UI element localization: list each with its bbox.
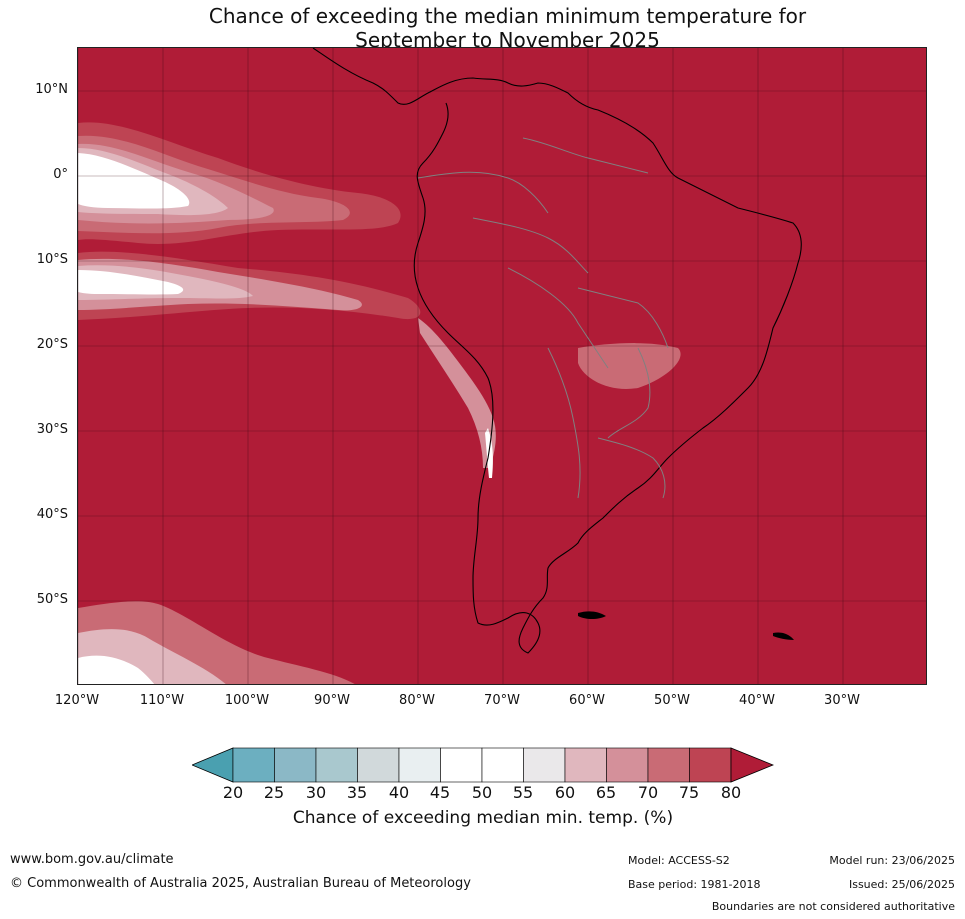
map-canvas — [78, 48, 926, 684]
colorbar-40-45 — [398, 747, 441, 783]
colorbar-30-35 — [315, 747, 358, 783]
pacific-anomaly-band — [78, 122, 421, 320]
colorbar-tick-70: 70 — [637, 783, 659, 802]
lon-label-30w: 30°W — [824, 693, 860, 708]
colorbar-tick-80: 80 — [720, 783, 742, 802]
colorbar-tick-35: 35 — [346, 783, 368, 802]
graticule — [78, 48, 926, 684]
south-pacific-anomaly — [78, 601, 355, 684]
website-link[interactable]: www.bom.gov.au/climate — [10, 852, 174, 867]
colorbar-tick-65: 65 — [595, 783, 617, 802]
model-run: Model run: 23/06/2025 — [829, 854, 955, 867]
base-period: Base period: 1981-2018 — [628, 878, 761, 891]
colorbar-55-60 — [523, 747, 566, 783]
south-georgia — [773, 632, 794, 640]
colorbar-tick-30: 30 — [305, 783, 327, 802]
map-background — [78, 48, 926, 684]
model-name: Model: ACCESS-S2 — [628, 854, 730, 867]
colorbar-35-40 — [357, 747, 400, 783]
lon-label-40w: 40°W — [739, 693, 775, 708]
colorbar-above-80 — [730, 747, 775, 783]
lat-label-10s: 10°S — [36, 252, 68, 267]
colorbar-tick-45: 45 — [429, 783, 451, 802]
lon-label-80w: 80°W — [399, 693, 435, 708]
country-borders — [417, 137, 669, 499]
colorbar-below-20 — [190, 747, 234, 783]
peru-chile-coastal-band — [418, 318, 496, 468]
colorbar-75-80 — [689, 747, 732, 783]
colorbar-60-65 — [564, 747, 607, 783]
lat-label-30s: 30°S — [36, 422, 68, 437]
probability-map — [77, 47, 927, 685]
lon-label-50w: 50°W — [654, 693, 690, 708]
lat-label-20s: 20°S — [36, 337, 68, 352]
copyright-text: © Commonwealth of Australia 2025, Austra… — [10, 876, 471, 891]
lon-label-90w: 90°W — [314, 693, 350, 708]
lat-label-40s: 40°S — [36, 507, 68, 522]
colorbar-65-70 — [606, 747, 649, 783]
colorbar-25-30 — [274, 747, 317, 783]
lon-label-60w: 60°W — [569, 693, 605, 708]
lon-label-120w: 120°W — [54, 693, 100, 708]
colorbar-tick-25: 25 — [263, 783, 285, 802]
boundary-disclaimer: Boundaries are not considered authoritat… — [711, 900, 955, 913]
brazil-interior-patch — [578, 343, 681, 389]
title-line-1: Chance of exceeding the median minimum t… — [208, 4, 807, 28]
colorbar-45-50 — [440, 747, 483, 783]
lon-label-110w: 110°W — [139, 693, 185, 708]
colorbar-70-75 — [647, 747, 690, 783]
colorbar-tick-55: 55 — [512, 783, 534, 802]
colorbar-tick-20: 20 — [222, 783, 244, 802]
map-title: Chance of exceeding the median minimum t… — [0, 4, 965, 52]
colorbar-svg — [190, 747, 775, 783]
lat-label-10n: 10°N — [35, 82, 68, 97]
lon-label-100w: 100°W — [224, 693, 270, 708]
lat-label-50s: 50°S — [36, 592, 68, 607]
colorbar-tick-50: 50 — [471, 783, 493, 802]
colorbar-tick-75: 75 — [678, 783, 700, 802]
colorbar-tick-40: 40 — [388, 783, 410, 802]
colorbar-tick-60: 60 — [554, 783, 576, 802]
issued-date: Issued: 25/06/2025 — [848, 878, 955, 891]
south-america-coastline — [312, 48, 802, 654]
colorbar-50-55 — [481, 747, 524, 783]
colorbar-label: Chance of exceeding median min. temp. (%… — [292, 808, 674, 828]
falkland-islands — [578, 611, 606, 619]
lat-label-0: 0° — [53, 167, 68, 182]
colorbar — [190, 747, 775, 783]
colorbar-20-25 — [232, 747, 275, 783]
lon-label-70w: 70°W — [484, 693, 520, 708]
